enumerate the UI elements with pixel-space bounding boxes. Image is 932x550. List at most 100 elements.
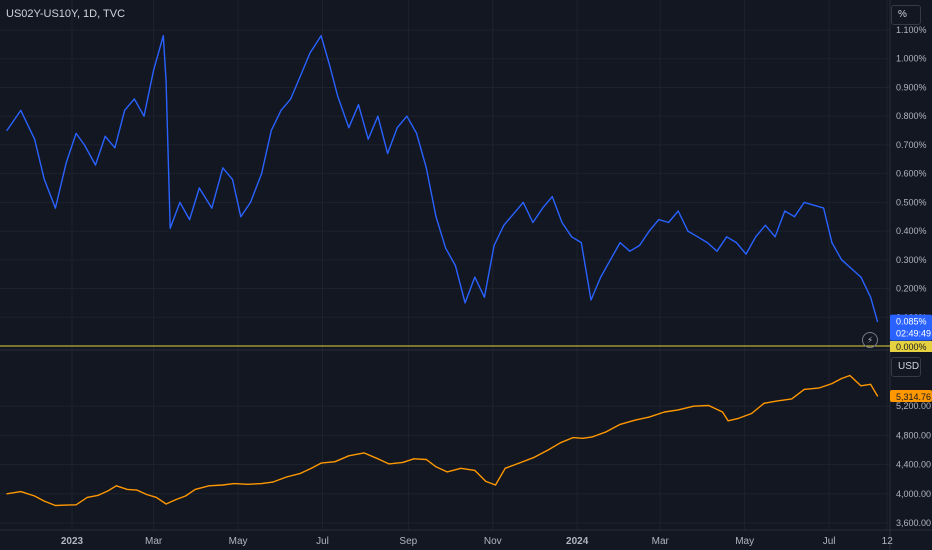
spread-series-line-point (474, 276, 476, 278)
y-tick-label: 4,800.00 (896, 430, 931, 440)
spread-series-line-point (677, 210, 679, 212)
spread-series-line-point (876, 320, 879, 323)
spread-series-line-point (784, 210, 786, 212)
spread-series-line-point (822, 207, 825, 209)
index-series-line-point (849, 374, 851, 377)
top-unit-button[interactable]: % (891, 5, 921, 25)
x-tick-label: Mar (145, 536, 163, 547)
x-tick-label: Mar (652, 536, 670, 547)
y-tick-label: 0.600% (896, 169, 927, 179)
index-series-line-point (533, 456, 535, 458)
spread-series-line-point (667, 221, 670, 224)
y-tick-label: 5,200.00 (896, 401, 931, 411)
spread-series-line-point (425, 167, 427, 169)
spread-series-line-point (143, 115, 145, 117)
index-series-line-point (377, 458, 379, 460)
y-tick-label: 0.500% (896, 197, 927, 207)
y-tick-label: 3,600.00 (896, 518, 931, 528)
index-series-line-point (648, 416, 650, 418)
last-price-label-top (890, 314, 932, 341)
spread-series-line-point (6, 129, 8, 132)
index-series-line-point (605, 431, 607, 433)
spread-series-line-point (165, 81, 167, 83)
spread-series-line-point (249, 201, 252, 203)
spread-series-line-point (793, 216, 796, 218)
index-series-line-point (65, 504, 68, 506)
index-series-line-point (692, 405, 695, 407)
spread-series-line-point (43, 178, 45, 180)
spread-series-line-point (561, 221, 563, 224)
index-series-line-point (320, 462, 322, 464)
x-tick-label: May (735, 536, 754, 547)
spread-series-line-point (454, 264, 456, 267)
y-tick-label: 0.700% (896, 140, 927, 150)
y-tick-label: 0.400% (896, 226, 927, 236)
index-series-line-point (425, 458, 427, 461)
index-series-line-point (43, 500, 45, 502)
spread-series-line-point (840, 259, 843, 261)
zero-value-label: 0.000% (896, 342, 927, 352)
index-series-line-point (803, 388, 805, 391)
last-value-top: 0.085% (896, 317, 927, 327)
countdown-label: 02:49:49 (896, 329, 931, 339)
index-series-line-point (86, 496, 88, 499)
top-price-axis[interactable]: 1.100% 1.000% 0.900% 0.800% 0.700% 0.600% 0.50… (896, 25, 927, 322)
spread-series-line-point (54, 207, 56, 209)
index-series-line-point (34, 495, 36, 497)
spread-series-line-point (386, 152, 389, 155)
index-series-line-point (860, 385, 862, 387)
x-tick-label: 2023 (61, 536, 84, 547)
spread-series-line-point (870, 296, 872, 298)
index-series-line-point (572, 436, 574, 439)
lightning-icon[interactable]: ⚡ (862, 332, 878, 348)
index-series-line-point (233, 482, 235, 485)
index-series-line-point (413, 458, 415, 460)
index-series-line-point (126, 488, 128, 491)
spread-series-line-point (396, 127, 398, 129)
last-value-bottom: 5,314.76 (896, 392, 931, 402)
index-series-line-point (175, 499, 177, 501)
spread-series-line-point (222, 167, 224, 169)
index-series-line-point (136, 489, 138, 491)
index-series-line-point (775, 400, 778, 402)
spread-series-line-point (706, 241, 708, 244)
spread-series-line-point (697, 236, 699, 238)
spread-series-line-point (493, 244, 495, 247)
index-series-line-point (272, 481, 274, 483)
index-series-line-point (634, 419, 636, 421)
index-series-line-point (474, 469, 476, 472)
bottom-price-axis[interactable]: 5,200.00 4,800.00 4,400.00 4,000.00 3,600.00 (896, 401, 931, 528)
spread-series-line-point (328, 63, 331, 66)
spread-series-line-point (522, 201, 524, 203)
spread-series-line-point (280, 109, 282, 112)
index-series-line-point (388, 463, 390, 465)
index-series-line (6, 374, 879, 507)
spread-series-line-point (755, 236, 757, 238)
spread-series-line-point (104, 135, 106, 137)
spread-series-line-point (831, 241, 833, 244)
spread-series-line-point (270, 129, 272, 132)
x-tick-label: 2024 (566, 536, 589, 547)
x-tick-label: May (229, 536, 248, 547)
index-series-line-point (460, 467, 462, 469)
index-series-line-point (446, 471, 448, 473)
spread-series-line-point (735, 241, 737, 244)
spread-series-line-point (290, 98, 292, 100)
y-tick-label: 0.300% (896, 255, 927, 265)
spread-series-line-point (503, 224, 505, 226)
index-series-line-point (721, 411, 724, 413)
index-series-line-point (619, 423, 621, 426)
index-series-line-point (222, 484, 224, 486)
index-series-line-point (334, 461, 336, 463)
index-series-line-point (518, 462, 520, 464)
index-series-line-point (750, 412, 753, 415)
index-series-line-point (261, 482, 263, 485)
bottom-unit-button[interactable]: USD (891, 357, 921, 377)
spread-series-line (6, 35, 879, 322)
spread-series-line-point (850, 267, 852, 270)
time-axis[interactable]: 2023 Mar May Jul Sep Nov 2024 Mar May Jul 12 (61, 536, 893, 547)
spread-series-line-point (153, 69, 155, 71)
index-series-line-point (840, 377, 843, 380)
spread-series-line-point (648, 230, 650, 232)
